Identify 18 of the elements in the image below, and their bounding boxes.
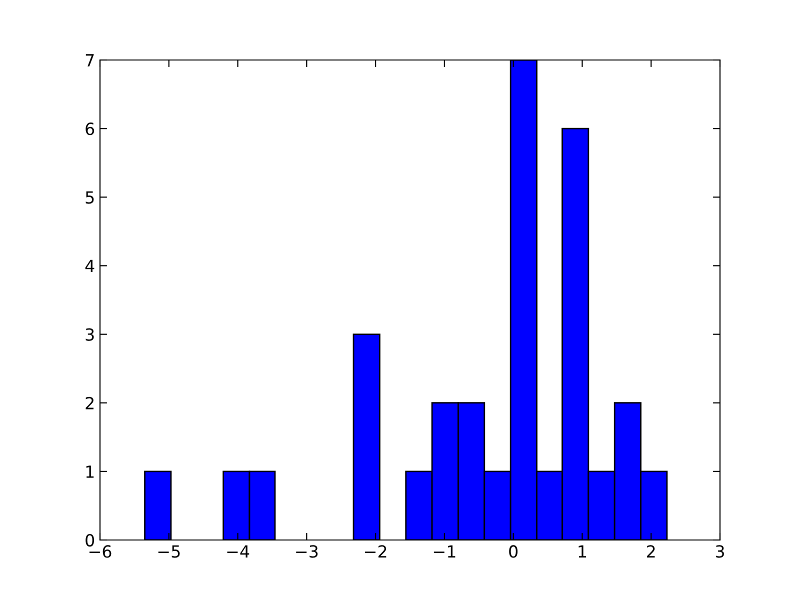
y-tick-label: 6 <box>86 122 94 136</box>
x-tick-label: 1 <box>578 545 586 558</box>
x-tick-label: −1 <box>434 545 456 558</box>
y-tick-label: 0 <box>86 534 94 547</box>
y-tick-label: 3 <box>86 328 94 341</box>
y-tick-label: 7 <box>86 54 94 66</box>
y-tick-label: 4 <box>85 260 94 272</box>
y-tick-label: 2 <box>86 396 94 410</box>
x-tick-label: −4 <box>227 545 250 558</box>
x-tick-label: −6 <box>89 545 112 558</box>
x-tick-label: −2 <box>365 545 386 558</box>
y-tick-label: 1 <box>86 466 94 478</box>
y-tick-label: 5 <box>86 191 94 204</box>
x-tick-label: −3 <box>296 545 318 558</box>
x-tick-label: −5 <box>158 545 180 558</box>
x-tick-label: 3 <box>716 545 724 558</box>
x-tick-label: 0 <box>509 545 518 558</box>
x-tick-label: 2 <box>647 545 655 558</box>
